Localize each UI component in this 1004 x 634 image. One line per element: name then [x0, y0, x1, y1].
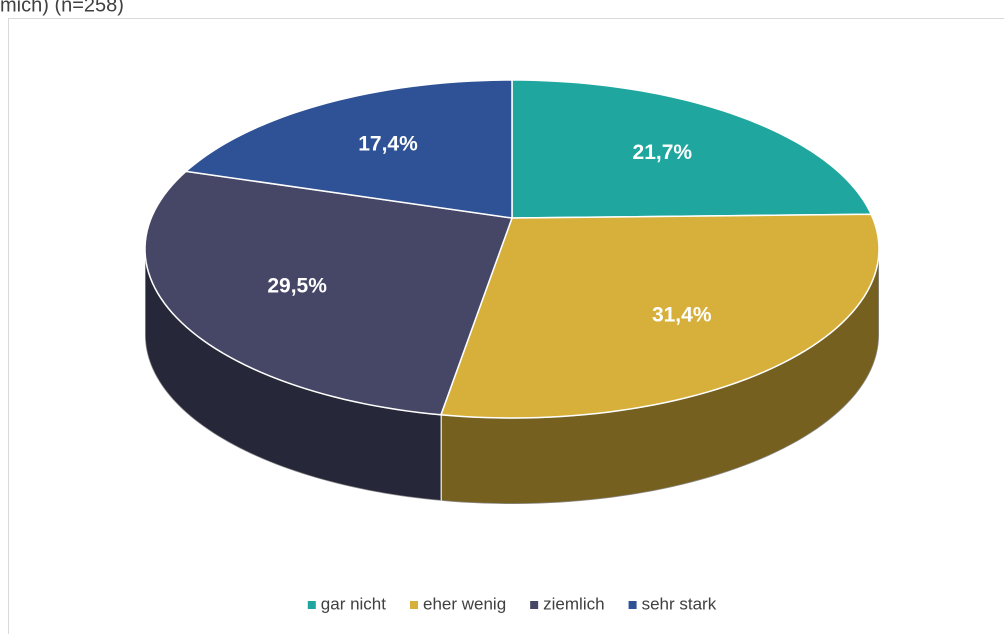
legend-label: sehr stark	[642, 594, 717, 613]
legend-label: eher wenig	[423, 594, 506, 613]
pie-slice	[144, 170, 514, 416]
legend-label: gar nicht	[321, 594, 386, 613]
data-label: 31,4%	[652, 304, 712, 327]
pie-side-shade	[440, 249, 879, 504]
pie-slice	[184, 79, 513, 219]
pie-side-shade	[145, 249, 441, 501]
pie-slice	[511, 79, 873, 219]
legend-swatch	[409, 601, 418, 609]
legend-swatch	[628, 601, 637, 609]
data-label: 21,7%	[633, 141, 693, 164]
legend-swatch	[530, 601, 539, 609]
pie-slice	[439, 213, 880, 419]
data-label: 29,5%	[267, 274, 327, 297]
chart-title: mich) (n=258)	[0, 0, 124, 16]
legend-label: ziemlich	[543, 594, 604, 613]
legend-swatch	[307, 601, 316, 609]
data-label: 17,4%	[358, 133, 418, 156]
